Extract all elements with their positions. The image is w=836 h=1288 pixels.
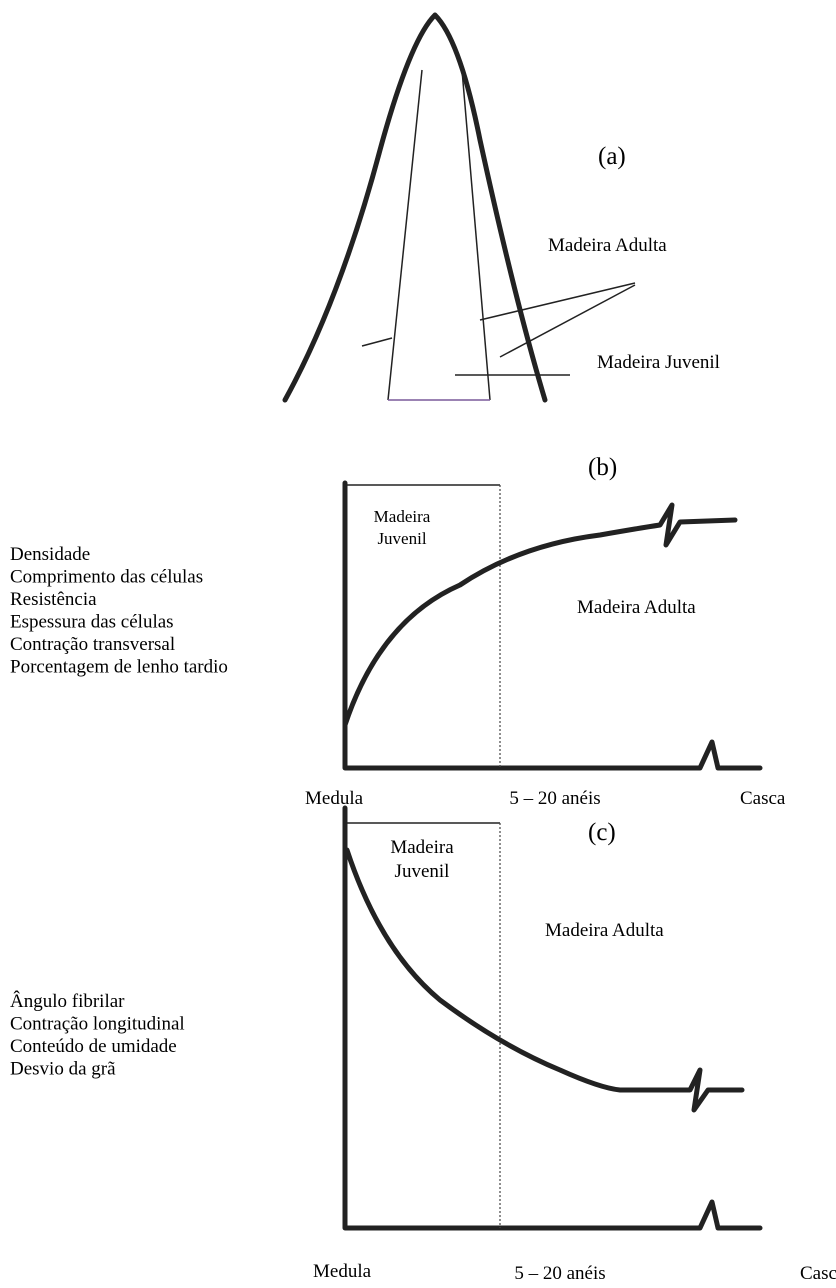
property-label: Resistência bbox=[10, 589, 97, 610]
property-label: Porcentagem de lenho tardio bbox=[10, 657, 228, 678]
tree-outline bbox=[282, 12, 548, 403]
x-label: 5 – 20 anéis bbox=[509, 788, 600, 809]
adult-label: Madeira Adulta bbox=[545, 920, 664, 941]
pointer-line bbox=[499, 284, 636, 358]
adult-label: Madeira Adulta bbox=[577, 597, 696, 618]
property-label: Ângulo fibrilar bbox=[10, 990, 125, 1012]
x-label: Medula bbox=[313, 1261, 372, 1282]
juvenile-label: Madeira bbox=[390, 837, 454, 858]
juvenile-label: Madeira bbox=[374, 507, 431, 526]
adult-label: Madeira Adulta bbox=[548, 235, 667, 256]
property-label: Conteúdo de umidade bbox=[10, 1036, 177, 1057]
property-label: Densidade bbox=[10, 544, 90, 565]
x-label: Casca bbox=[740, 788, 786, 809]
panel-label: (c) bbox=[588, 819, 616, 846]
panel-label: (a) bbox=[598, 143, 626, 170]
juvenile-boundary bbox=[387, 69, 423, 401]
property-label: Contração longitudinal bbox=[10, 1014, 185, 1035]
property-label: Contração transversal bbox=[10, 634, 175, 655]
curve bbox=[342, 502, 738, 728]
pointer-line bbox=[479, 282, 636, 321]
axes bbox=[342, 805, 763, 1231]
tree-diagram bbox=[282, 12, 636, 403]
x-label: Medula bbox=[305, 788, 364, 809]
juvenile-boundary bbox=[461, 69, 491, 401]
x-label: 5 – 20 anéis bbox=[514, 1263, 605, 1284]
property-label: Espessura das células bbox=[10, 612, 174, 633]
juvenile-label: Madeira Juvenil bbox=[597, 352, 720, 373]
panel-label: (b) bbox=[588, 454, 617, 481]
property-label: Comprimento das células bbox=[10, 567, 203, 588]
juvenile-label: Juvenil bbox=[377, 529, 426, 548]
pointer-line bbox=[361, 337, 393, 347]
x-label: Casca bbox=[800, 1263, 836, 1284]
curve bbox=[344, 847, 745, 1113]
juvenile-label: Juvenil bbox=[395, 861, 450, 882]
property-label: Desvio da grã bbox=[10, 1059, 116, 1080]
